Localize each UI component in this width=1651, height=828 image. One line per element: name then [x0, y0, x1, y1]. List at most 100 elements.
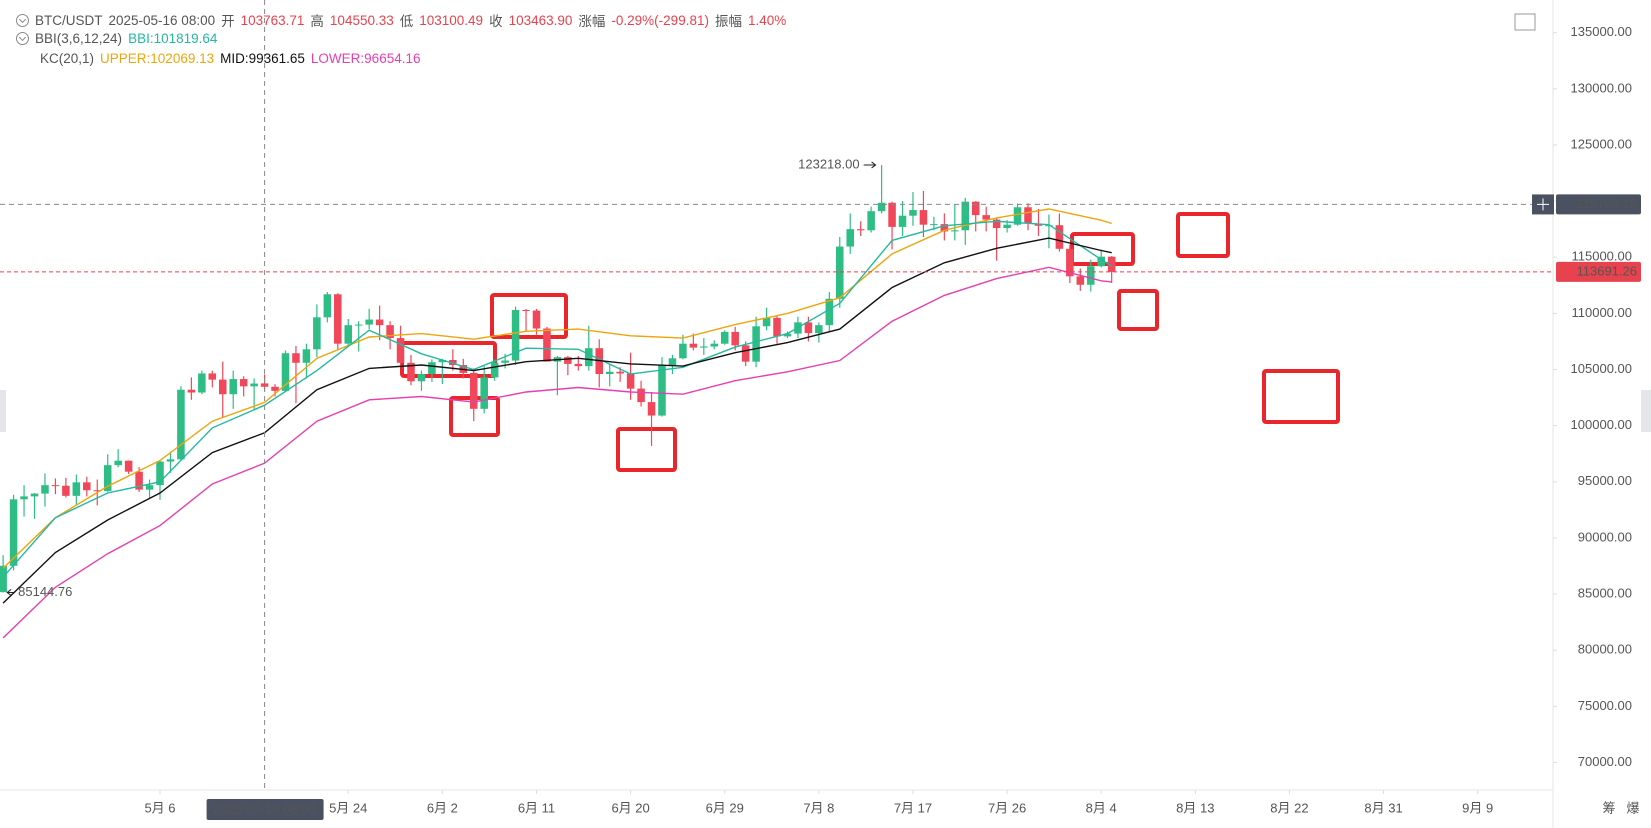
toggle-icon[interactable]: [16, 32, 29, 45]
candle-body: [145, 485, 154, 490]
candle-body: [564, 357, 572, 364]
field-label: 收: [489, 14, 503, 29]
x-tick-label: 7月 8: [803, 800, 834, 815]
field-value: 103463.90: [508, 12, 573, 28]
candle-body: [679, 343, 687, 359]
last-price-box: [1556, 261, 1641, 282]
candle-body: [898, 215, 907, 227]
candle-body: [940, 224, 949, 232]
candle-body: [407, 362, 415, 382]
candle-body: [208, 373, 217, 380]
candle-body: [375, 319, 384, 326]
field-value: 103100.49: [419, 12, 484, 28]
crosshair-price-label: 119703.19: [1577, 196, 1638, 211]
x-tick-label: 8月 22: [1270, 800, 1308, 815]
candle-body: [877, 202, 886, 212]
header-row: KC(20,1) UPPER:102069.13 MID:99361.65 LO…: [40, 51, 420, 66]
x-tick-label: 9月 9: [1462, 800, 1493, 815]
candle-body: [1066, 248, 1074, 277]
indicator-value: LOWER:96654.16: [310, 51, 421, 66]
crosshair-date-box: [206, 799, 324, 820]
symbol: BTC/USDT: [35, 12, 103, 28]
candle-body: [292, 353, 300, 363]
field-label: 涨幅: [578, 14, 606, 29]
y-tick-label: 105000.00: [1571, 361, 1632, 376]
candle-body: [302, 349, 311, 363]
x-tick-label: 6月 20: [611, 800, 649, 815]
candle-body: [1076, 276, 1085, 285]
highlight-box: [616, 427, 677, 472]
candle-body: [710, 343, 719, 347]
candle-body: [187, 389, 196, 393]
candle-body: [239, 379, 248, 387]
candle-body: [888, 202, 896, 227]
candle-body: [1045, 225, 1053, 227]
candle-body: [919, 210, 928, 225]
collapse-button[interactable]: [1514, 13, 1536, 31]
candle-body: [668, 358, 677, 366]
side-label[interactable]: 爆: [1626, 800, 1639, 815]
crosshair-date-label: 2025-05-16 08:00: [213, 801, 316, 816]
candle-body: [752, 326, 760, 362]
candle-body: [647, 402, 656, 416]
candle-body: [532, 310, 541, 329]
candle-body: [20, 496, 28, 500]
highlight-box: [490, 293, 568, 339]
candle-body: [323, 294, 332, 318]
field-label: 振幅: [714, 14, 742, 29]
x-tick-label: 6月 11: [518, 800, 555, 815]
field-value: 103763.71: [240, 12, 305, 28]
x-tick-label: 8月 4: [1086, 800, 1117, 815]
candle-body: [72, 482, 81, 496]
field-value: 1.40%: [747, 12, 787, 28]
last-price-label: 113691.26: [1577, 263, 1638, 278]
candle-body: [344, 325, 353, 344]
candle-body: [951, 230, 959, 232]
y-tick-label: 110000.00: [1572, 305, 1633, 320]
candle-body: [909, 210, 917, 216]
high-label: 123218.00: [798, 156, 859, 171]
indicator-line: [2, 208, 1112, 569]
candle-body: [1086, 266, 1095, 285]
y-tick-label: 135000.00: [1571, 24, 1632, 39]
candle-body: [511, 310, 520, 361]
header-row: BTC/USDT 2025-05-16 08:00 开 103763.71 高 10…: [16, 10, 786, 30]
field-label: 高: [310, 14, 324, 29]
indicator-value: BBI:101819.64: [128, 31, 218, 46]
candle-body: [41, 485, 49, 494]
candle-body: [836, 246, 844, 299]
field-value: 104550.33: [329, 12, 394, 28]
candle-body: [867, 211, 875, 231]
candle-body: [982, 215, 990, 220]
x-tick-label: 7月 17: [894, 800, 932, 815]
candle-body: [762, 317, 771, 327]
candle-body: [783, 333, 792, 337]
candle-body: [30, 493, 39, 497]
candle-body: [689, 343, 698, 348]
indicator-line: [2, 237, 1112, 604]
y-tick-label: 85000.00: [1578, 586, 1632, 601]
candle-body: [658, 365, 666, 416]
side-tab[interactable]: [0, 390, 6, 432]
side-tab[interactable]: [1641, 390, 1651, 432]
candle-body: [480, 377, 488, 409]
toggle-icon[interactable]: [16, 13, 29, 27]
x-tick-label: 5月 6: [144, 800, 175, 815]
x-tick-label: 6月 29: [706, 800, 744, 815]
candle-body: [1097, 256, 1105, 267]
candle-body: [9, 499, 18, 566]
side-label[interactable]: 筹: [1602, 800, 1615, 815]
x-tick-label: 8月 13: [1176, 800, 1214, 815]
field-label: 低: [399, 14, 414, 29]
candle-body: [218, 379, 227, 395]
x-tick-label: 7月 26: [988, 800, 1026, 815]
candle-body: [438, 359, 447, 363]
indicator-value: MID:99361.65: [220, 51, 305, 66]
crosshair-price-box: [1556, 194, 1641, 215]
candle-body: [386, 325, 394, 339]
indicator-value: UPPER:102069.13: [100, 51, 215, 66]
indicator-line: [2, 220, 1113, 578]
header-row: BBI(3,6,12,24) BBI:101819.64: [16, 31, 217, 46]
candle-body: [574, 363, 583, 367]
candle-body: [846, 229, 854, 247]
